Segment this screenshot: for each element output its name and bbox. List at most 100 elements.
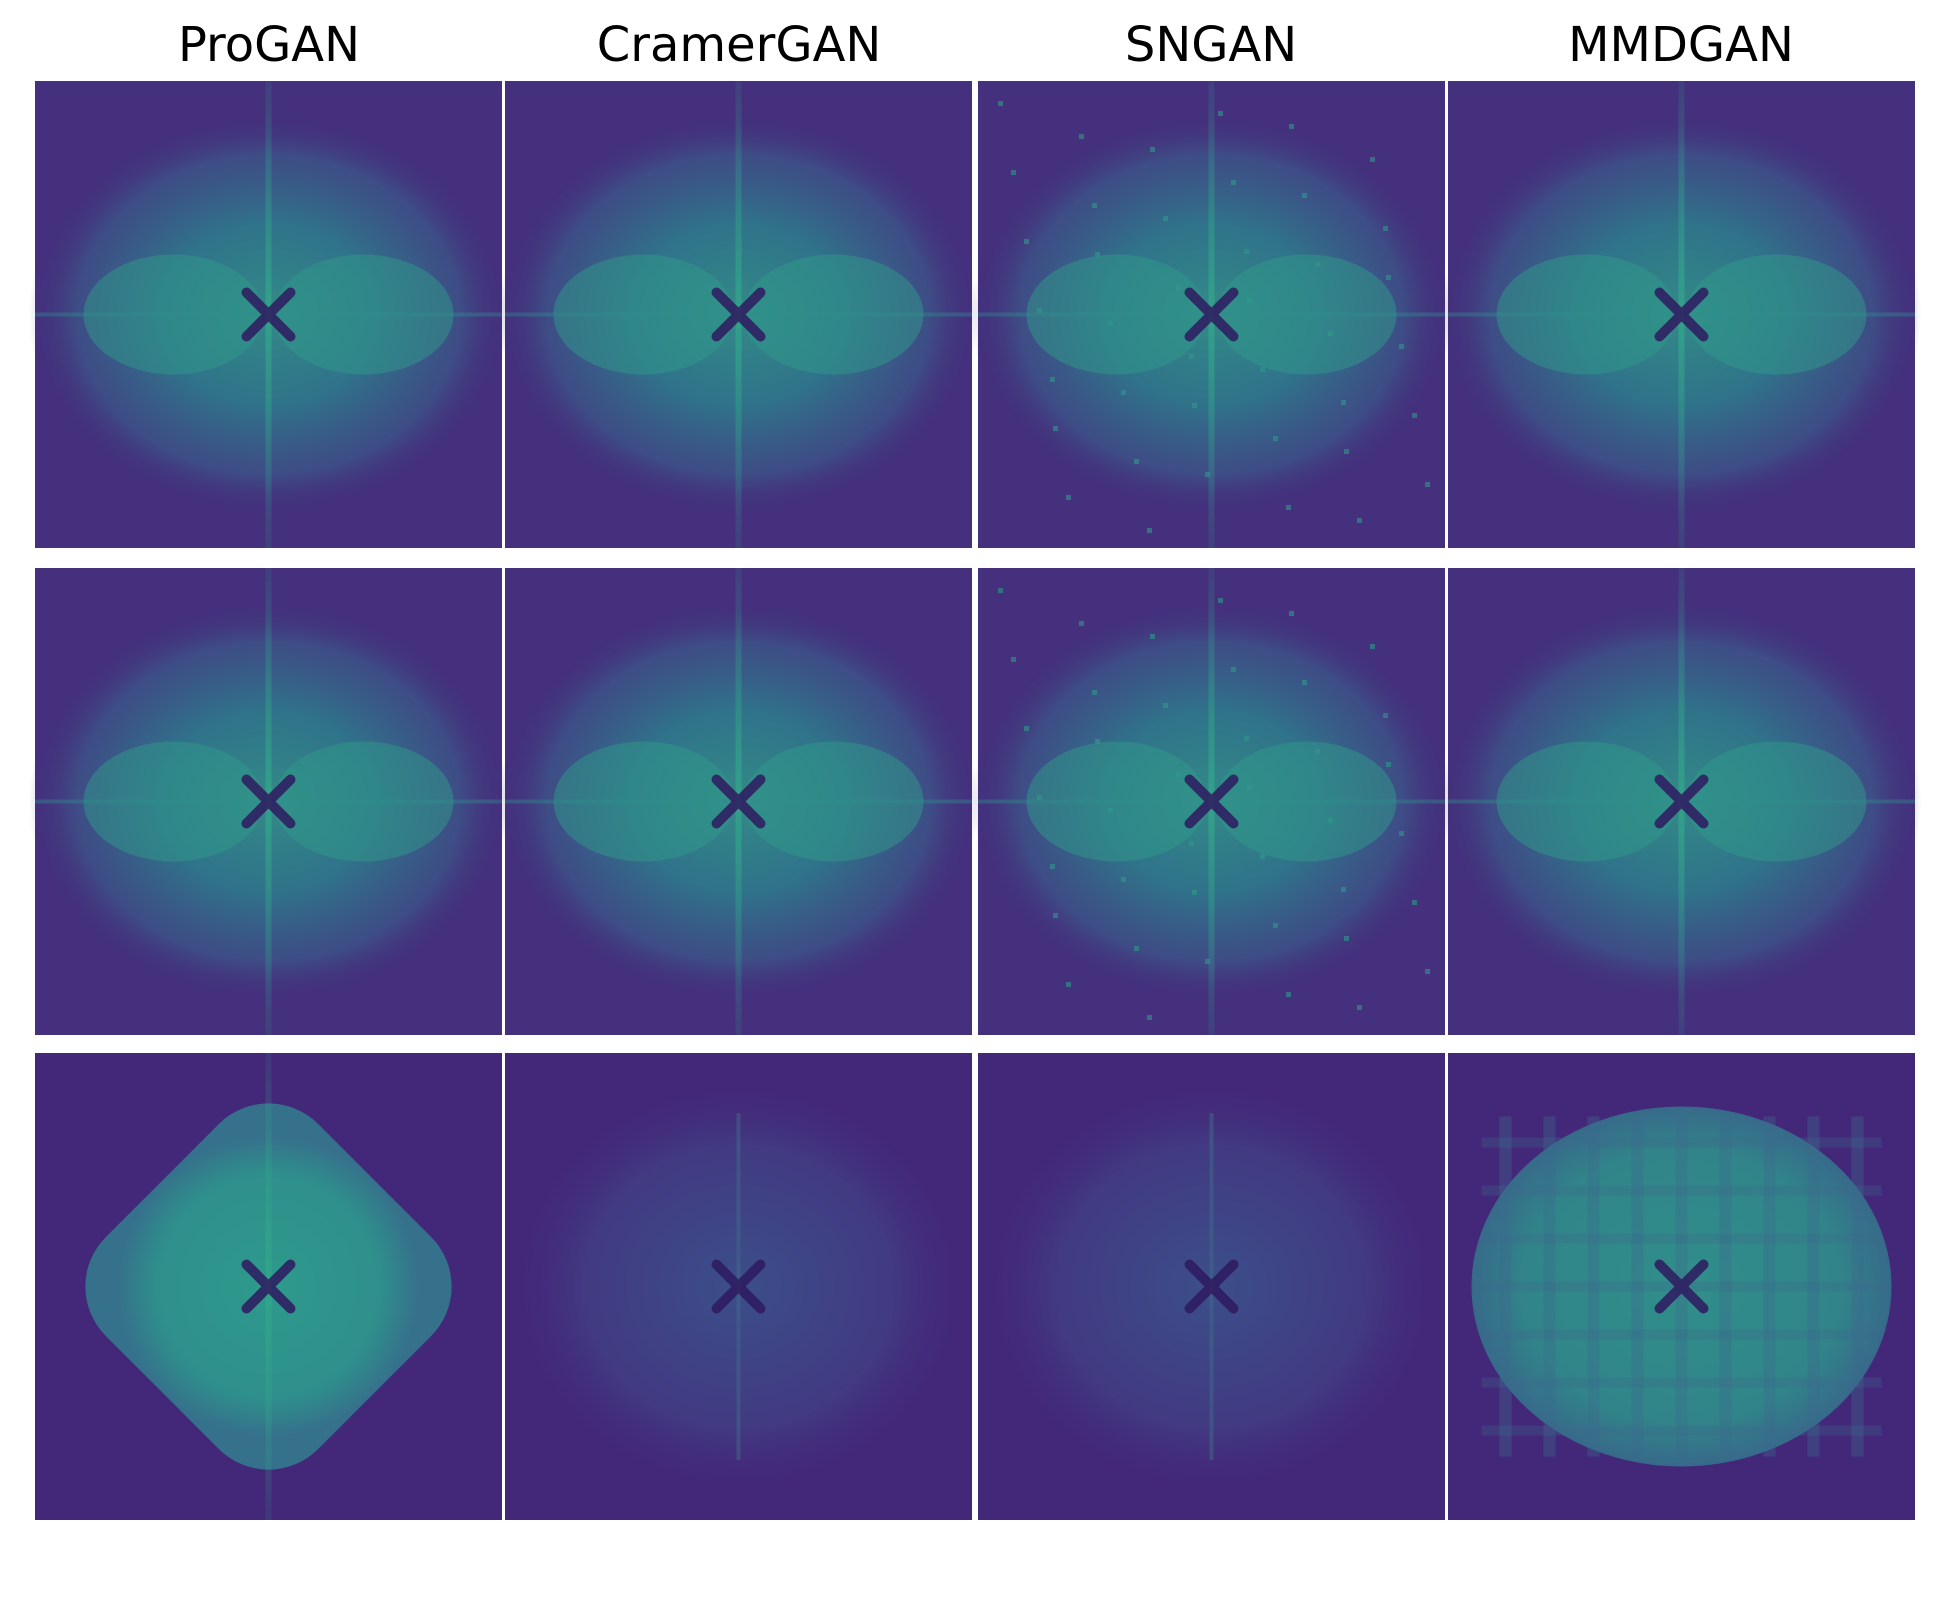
spectrum-panel	[1441, 568, 1922, 1035]
spectrum-lobe	[1026, 741, 1207, 862]
center-dark-x	[1184, 774, 1239, 829]
column-title: CramerGAN	[597, 17, 882, 73]
artifact-dot	[1011, 657, 1016, 662]
artifact-dot	[1189, 841, 1194, 846]
artifact-dot	[1302, 680, 1307, 685]
artifact-dot	[1260, 367, 1265, 372]
center-dark-x	[711, 1259, 766, 1314]
artifact-dot	[1260, 854, 1265, 859]
artifact-dot	[1289, 124, 1294, 129]
artifact-dot	[1079, 621, 1084, 626]
artifact-dot	[1315, 749, 1320, 754]
spectrum-lobe	[83, 741, 264, 862]
artifact-dot	[1053, 913, 1058, 918]
artifact-dot	[1189, 354, 1194, 359]
center-dark-x	[1654, 1259, 1709, 1314]
artifact-dot	[1386, 762, 1391, 767]
stripe	[1719, 1116, 1732, 1457]
artifact-dot	[1370, 644, 1375, 649]
artifact-dot	[1150, 147, 1155, 152]
artifact-dot	[1150, 634, 1155, 639]
spectrum-panel	[978, 1053, 1445, 1520]
spectrum-panel	[498, 81, 979, 548]
artifact-dot	[1386, 275, 1391, 280]
center-dark-x	[1184, 287, 1239, 342]
artifact-dot	[1244, 249, 1249, 254]
spectrum-panel	[28, 81, 509, 548]
artifact-dot	[1289, 611, 1294, 616]
artifact-dot	[1163, 703, 1168, 708]
artifact-dot	[998, 101, 1003, 106]
artifact-dot	[1231, 667, 1236, 672]
artifact-dot	[1344, 449, 1349, 454]
center-dark-x	[1184, 1259, 1239, 1314]
spectrum-lobe	[1216, 741, 1397, 862]
artifact-dot	[1412, 900, 1417, 905]
artifact-dot	[1092, 203, 1097, 208]
artifact-dot	[1037, 795, 1042, 800]
artifact-dot	[1121, 390, 1126, 395]
spectrum-panel	[971, 568, 1452, 1035]
artifact-dot	[1192, 890, 1197, 895]
artifact-dot	[1024, 726, 1029, 731]
artifact-dot	[1244, 736, 1249, 741]
artifact-dot	[1050, 377, 1055, 382]
artifact-dot	[1425, 969, 1430, 974]
stripe	[1631, 1116, 1644, 1457]
column-title: SNGAN	[1125, 17, 1297, 73]
artifact-dot	[1079, 134, 1084, 139]
artifact-dot	[1357, 1005, 1362, 1010]
stripe	[1587, 1116, 1600, 1457]
artifact-dot	[1399, 831, 1404, 836]
artifact-dot	[1399, 344, 1404, 349]
artifact-dot	[1370, 157, 1375, 162]
artifact-dot	[1147, 1015, 1152, 1020]
spectrum-lobe	[1216, 254, 1397, 375]
artifact-dot	[1108, 808, 1113, 813]
stripe	[1763, 1116, 1776, 1457]
stripe	[1807, 1116, 1820, 1457]
center-dark-x	[711, 774, 766, 829]
artifact-dot	[1108, 321, 1113, 326]
artifact-dot	[1176, 772, 1181, 777]
artifact-dot	[1037, 308, 1042, 313]
spectrum-panel	[498, 568, 979, 1035]
artifact-dot	[1231, 180, 1236, 185]
spectrum-lobe	[1496, 254, 1677, 375]
spectrum-panel	[505, 1053, 972, 1520]
stripe	[1543, 1116, 1556, 1457]
stripe	[1481, 1233, 1882, 1244]
artifact-dot	[1341, 887, 1346, 892]
artifact-dot	[1011, 170, 1016, 175]
artifact-dot	[1134, 946, 1139, 951]
artifact-dot	[1286, 992, 1291, 997]
stripe	[1481, 1329, 1882, 1340]
spectrum-lobe	[1026, 254, 1207, 375]
spectrum-lobe	[273, 741, 454, 862]
spectrum-lobe	[1686, 254, 1867, 375]
artifact-dot	[1273, 923, 1278, 928]
column-title: ProGAN	[178, 17, 360, 73]
stripe	[1481, 1377, 1882, 1388]
artifact-dot	[1095, 739, 1100, 744]
spectrum-lobe	[553, 741, 734, 862]
center-dark-x	[1654, 774, 1709, 829]
spectrum-lobe	[743, 741, 924, 862]
artifact-dot	[1286, 505, 1291, 510]
artifact-dot	[1315, 262, 1320, 267]
spectrum-lobe	[553, 254, 734, 375]
artifact-dot	[1383, 713, 1388, 718]
artifact-dot	[1095, 252, 1100, 257]
artifact-dot	[1341, 400, 1346, 405]
column-title: MMDGAN	[1568, 17, 1794, 73]
spectrum-lobe	[83, 254, 264, 375]
stripe	[1851, 1116, 1864, 1457]
center-dark-x	[241, 287, 296, 342]
artifact-dot	[1066, 982, 1071, 987]
artifact-dot	[1092, 690, 1097, 695]
artifact-dot	[1121, 877, 1126, 882]
spectrum-panel	[1448, 1053, 1915, 1520]
artifact-dot	[1192, 403, 1197, 408]
artifact-dot	[1053, 426, 1058, 431]
artifact-dot	[1273, 436, 1278, 441]
